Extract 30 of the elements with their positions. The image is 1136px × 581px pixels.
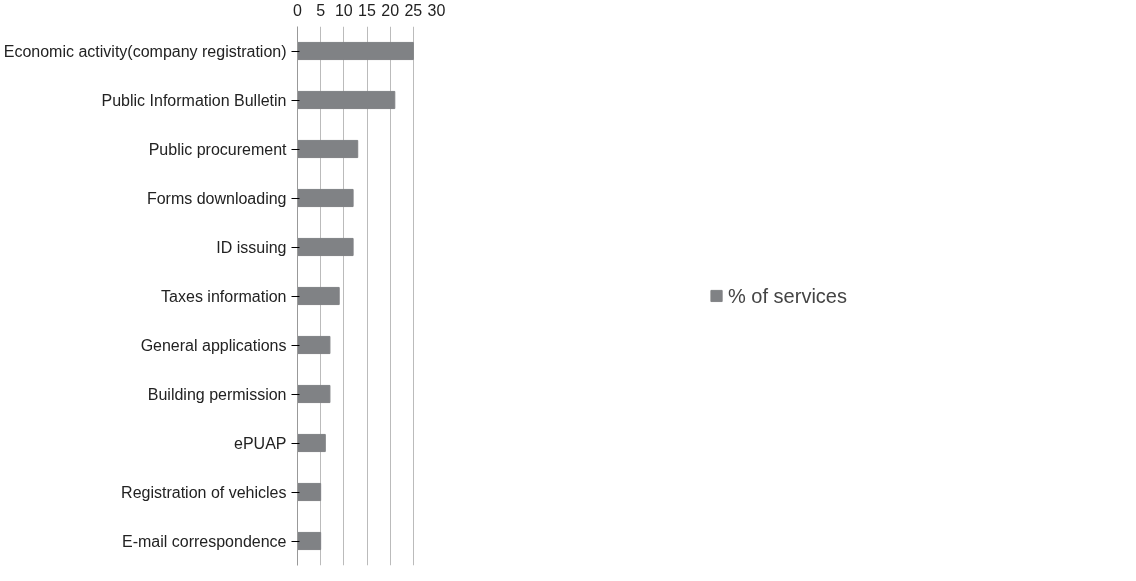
bar — [297, 237, 354, 257]
x-tick-label: 20 — [381, 1, 400, 19]
bar — [297, 188, 354, 208]
y-tick-label: General applications — [140, 336, 287, 354]
y-tick-label: ID issuing — [216, 238, 287, 256]
bar — [297, 482, 322, 502]
x-tick-label: 0 — [293, 1, 303, 19]
y-tick-label: Taxes information — [161, 287, 287, 305]
x-tick-label: 15 — [358, 1, 376, 19]
y-tick-label: Building permission — [147, 385, 287, 403]
y-tick-label: Registration of vehicles — [121, 483, 287, 501]
bar — [297, 531, 322, 551]
bar — [297, 384, 331, 404]
y-tick-label: Public procurement — [148, 140, 288, 158]
bar — [297, 286, 340, 306]
y-tick-label: Forms downloading — [146, 189, 287, 207]
legend-label: % of services — [728, 284, 847, 307]
x-tick-label: 10 — [334, 1, 353, 19]
y-tick-label: Public Information Bulletin — [101, 91, 287, 109]
bar — [297, 335, 331, 355]
bar — [297, 433, 326, 453]
y-tick-label: ePUAP — [234, 434, 287, 452]
x-tick-label: 25 — [404, 1, 423, 19]
bar — [297, 90, 396, 110]
y-tick-label: Economic activity(company registration) — [3, 42, 287, 60]
x-tick-label: 5 — [316, 1, 326, 19]
bar — [297, 139, 359, 159]
y-tick-label: E-mail correspondence — [121, 532, 287, 550]
bar — [297, 41, 414, 61]
x-tick-label: 30 — [427, 1, 446, 19]
